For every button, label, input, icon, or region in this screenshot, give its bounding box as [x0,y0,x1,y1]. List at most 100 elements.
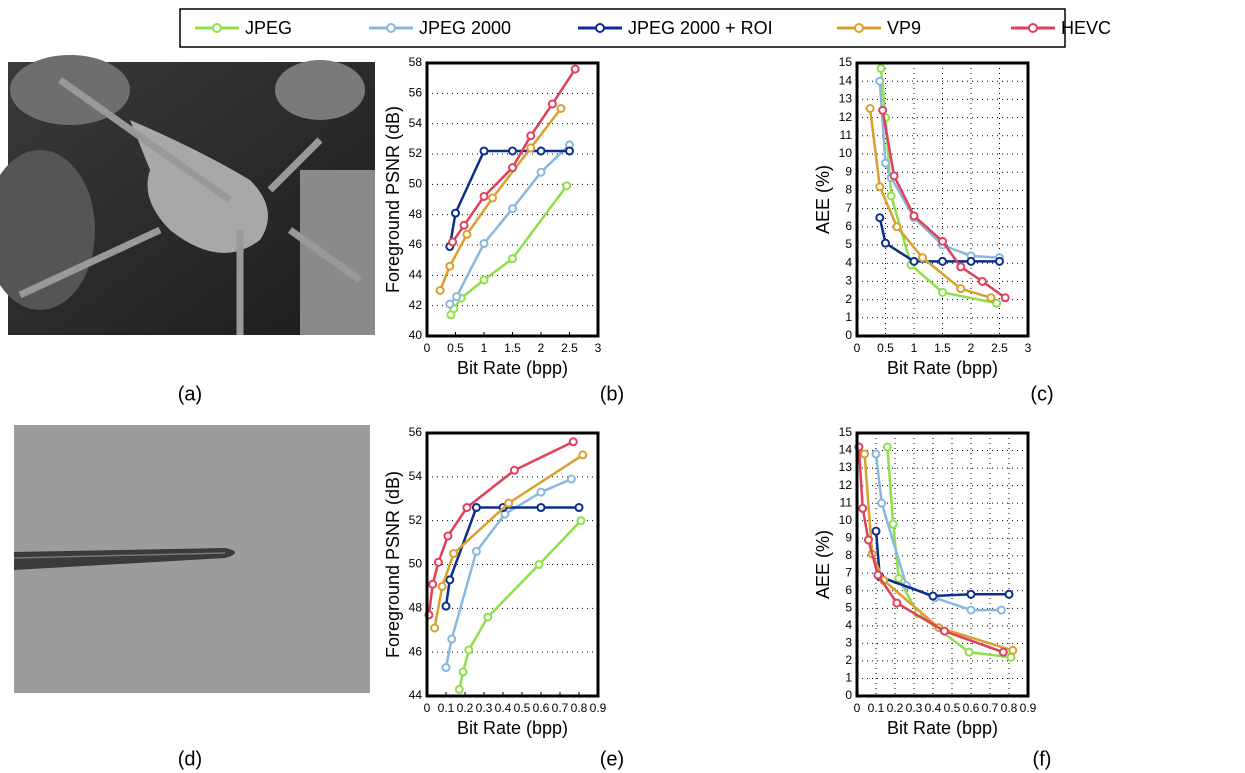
point [995,256,1004,266]
point [488,193,498,203]
point [565,146,574,156]
point [998,647,1008,657]
y-tick-label: 50 [409,557,423,571]
x-tick-label: 0.5 [514,701,531,715]
point [536,167,546,177]
legend-label: HEVC [1061,18,1111,38]
y-tick-label: 42 [409,298,423,312]
point [534,560,544,569]
point [437,581,447,591]
point [452,292,462,302]
legend-label: JPEG [245,18,292,38]
y-tick-label: 3 [845,274,852,288]
x-tick-label: 0.2 [887,701,904,715]
point [939,626,949,636]
point [863,535,873,545]
y-tick-label: 12 [839,110,853,124]
point [578,450,588,460]
x-axis-label: Bit Rate (bpp) [887,718,998,738]
series-line: JPEG [886,446,1012,659]
x-tick-label: 0 [854,701,861,715]
y-tick-label: 7 [845,201,852,215]
y-tick-label: 15 [839,425,853,439]
point [526,143,536,153]
point [1000,293,1010,303]
y-tick-label: 12 [839,478,853,492]
point [504,498,514,508]
x-tick-label: 2.5 [991,341,1008,355]
y-tick-label: 15 [839,55,853,69]
point [526,131,536,141]
image-d [13,425,370,693]
y-tick-label: 4 [845,618,852,632]
point [458,667,468,677]
point [956,284,966,294]
point [536,487,546,497]
legend-label: VP9 [887,18,921,38]
y-tick-label: 5 [845,601,852,615]
legend-marker [854,23,864,33]
y-tick-label: 4 [845,255,852,269]
y-tick-label: 13 [839,92,853,106]
point [536,503,546,513]
x-tick-label: 0.9 [1020,701,1037,715]
x-tick-label: 0 [424,341,431,355]
x-tick-label: 2.5 [561,341,578,355]
point [875,76,885,86]
series-line: VP9 [868,108,992,299]
point [873,570,883,580]
y-tick-label: 8 [845,548,852,562]
y-axis-label: Foreground PSNR (dB) [383,471,403,658]
point [568,437,578,447]
x-tick-label: 2 [538,341,545,355]
point [430,623,440,633]
y-tick-label: 7 [845,565,852,579]
y-tick-label: 14 [839,443,853,457]
y-tick-label: 56 [409,425,423,439]
point [459,220,469,230]
y-tick-label: 8 [845,183,852,197]
point [966,605,976,615]
x-tick-label: 0.3 [906,701,923,715]
legend: JPEG JPEG 2000 JPEG 2000 + ROI VP9 HEVC [179,8,1111,48]
y-tick-label: 50 [409,177,423,191]
x-tick-label: 0.6 [533,701,550,715]
plot-frame [425,431,600,698]
point [433,557,443,567]
y-tick-label: 10 [839,146,853,160]
point [509,465,519,475]
chart-caption: (c) [1030,383,1053,405]
x-tick-label: 0.6 [963,701,980,715]
x-tick-label: 0.7 [982,701,999,715]
point [445,575,455,585]
legend-marker [595,23,605,33]
y-tick-label: 2 [845,292,852,306]
point [875,213,885,223]
point [875,182,885,192]
chart: 40 42 44 46 48 50 52 54 56 58 0 0.5 1 1.5 2 2.5 3 Bit Rat… [383,55,624,405]
y-tick-label: 14 [839,73,853,87]
y-tick-label: 48 [409,207,423,221]
point [858,503,868,513]
x-tick-label: 1.5 [504,341,521,355]
point [1006,652,1016,662]
y-tick-label: 3 [845,636,852,650]
y-tick-label: 6 [845,219,852,233]
y-tick-label: 9 [845,530,852,544]
x-tick-label: 0.2 [457,701,474,715]
plot-frame [425,61,600,338]
point [992,298,1002,308]
point [865,104,875,113]
point [471,503,481,513]
point [479,146,489,156]
y-tick-label: 54 [409,469,423,483]
point [888,519,898,529]
point [547,99,557,109]
x-tick-label: 0 [854,341,861,355]
point [447,634,457,644]
x-tick-label: 0.5 [944,701,961,715]
point [483,612,493,622]
point [508,254,517,264]
y-tick-label: 1 [845,310,852,324]
